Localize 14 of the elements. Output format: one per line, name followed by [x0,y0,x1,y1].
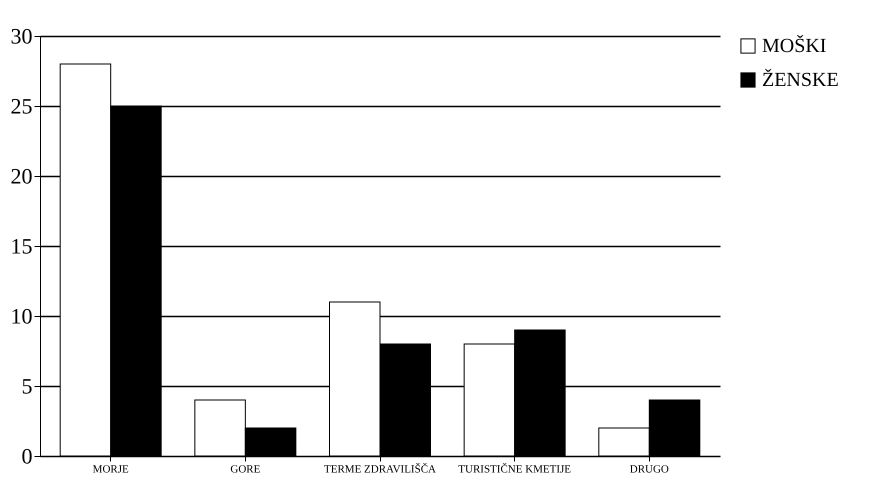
y-tick-label: 10 [10,304,32,328]
y-tick-label: 25 [10,94,32,118]
legend-label: ŽENSKE [762,68,839,91]
x-tick-label: TURISTIČNE KMETIJE [458,462,572,476]
y-tick-label: 5 [22,374,32,398]
x-tick-label: MORJE [92,464,130,476]
y-tick-label: 15 [10,234,32,258]
x-tick-label: TERME ZDRAVILIŠČA [324,462,436,476]
y-tick-label: 30 [10,24,32,48]
y-tick-label: 20 [10,164,32,188]
x-tick-label: DRUGO [630,464,669,476]
x-tick-label: GORE [230,464,261,476]
legend-label: MOŠKI [762,34,826,57]
y-tick-label: 0 [22,444,32,468]
